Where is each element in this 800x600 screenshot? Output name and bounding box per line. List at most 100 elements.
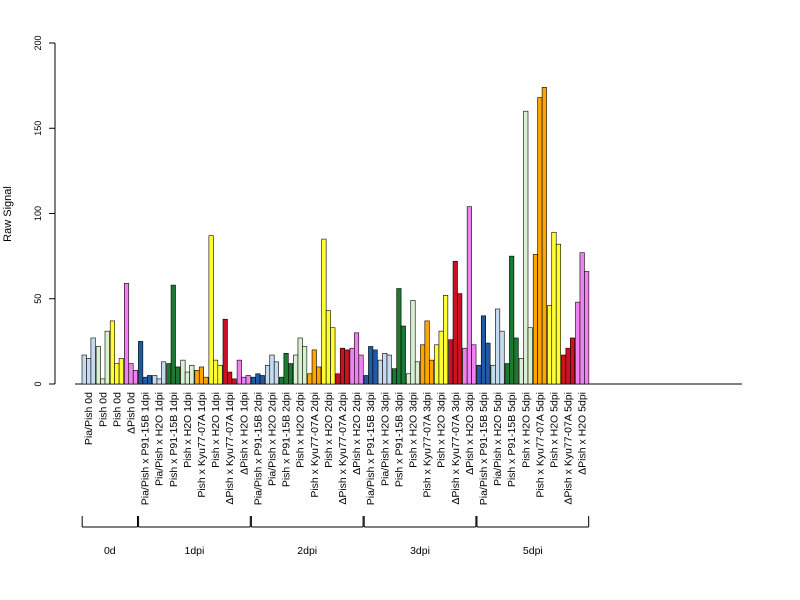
category-label: ΔPish x H2O 5dpi: [577, 392, 589, 475]
bar: [283, 353, 289, 385]
category-label: Pia/Pish x H2O 3dpi: [379, 392, 391, 486]
category-label: ΔPish x Kyu77-07A 5dpi: [563, 392, 575, 505]
bar: [546, 305, 553, 385]
bar: [434, 344, 440, 385]
bar: [438, 330, 444, 385]
category-label: ΔPish x H2O 2dpi: [351, 392, 363, 475]
bar: [424, 320, 430, 385]
y-tick-label: 50: [33, 294, 43, 304]
bar: [363, 375, 369, 385]
bar: [100, 378, 106, 385]
bar: [245, 375, 251, 385]
category-label: Pish x H2O 3dpi: [436, 392, 448, 468]
bar: [443, 295, 449, 385]
bar: [476, 364, 482, 385]
bar: [555, 243, 561, 385]
bar: [156, 378, 162, 385]
bar: [523, 110, 529, 385]
bar: [227, 371, 233, 385]
bar: [509, 255, 515, 385]
group-label: 1dpi: [184, 545, 204, 557]
bar: [213, 359, 219, 385]
bar: [175, 366, 181, 385]
bar: [513, 337, 519, 385]
category-label: ΔPish x H2O 3dpi: [464, 392, 476, 475]
bar: [90, 337, 96, 385]
bar: [541, 87, 547, 385]
bar: [203, 376, 209, 385]
bar: [368, 346, 374, 385]
bar: [264, 364, 271, 385]
bar: [250, 376, 256, 385]
bar: [273, 361, 279, 385]
bar: [166, 363, 172, 385]
bar: [537, 97, 543, 385]
category-label: Pia/Pish x P91-15B 1dpi: [140, 392, 152, 505]
bar: [584, 271, 590, 385]
bar: [452, 260, 458, 385]
bar: [490, 364, 496, 385]
bar: [462, 347, 468, 385]
y-tick-label: 100: [33, 206, 43, 221]
bar: [410, 300, 416, 385]
bar: [382, 353, 388, 385]
bar: [372, 349, 378, 385]
category-label: Pish x Kyu77-07A 3dpi: [422, 392, 434, 498]
bar: [255, 373, 261, 385]
bar: [287, 363, 294, 385]
bar: [330, 327, 336, 385]
category-label: ΔPish x Kyu77-07A 2dpi: [337, 392, 349, 505]
bar: [480, 315, 486, 385]
bar: [414, 361, 420, 385]
bar: [377, 359, 383, 385]
group-label: 3dpi: [410, 545, 430, 557]
bar: [495, 308, 501, 385]
category-label: Pia/Pish x H2O 1dpi: [154, 392, 166, 486]
bar: [527, 327, 533, 385]
category-label: Pia/Pish x H2O 2dpi: [266, 392, 278, 486]
group-brackets: 0d 1dpi 2dpi 3dpi 5dpi: [81, 516, 590, 557]
bar: [241, 376, 247, 385]
category-label: Pish x P91-15B 1dpi: [168, 392, 180, 487]
bar: [396, 288, 402, 385]
category-label: Pia/Pish x P91-15B 3dpi: [365, 392, 377, 505]
bar: [551, 231, 557, 385]
bar: [132, 370, 138, 385]
bar: [147, 375, 153, 385]
bar: [354, 332, 360, 385]
bar: [504, 363, 510, 385]
bar: [180, 359, 186, 385]
bar: [335, 373, 341, 385]
y-axis-title: Raw Signal: [2, 186, 14, 242]
category-label: Pish x H2O 3dpi: [407, 392, 419, 468]
category-label: Pish x Kyu77-07A 2dpi: [309, 392, 321, 498]
bar: [81, 354, 87, 385]
bar: [259, 375, 265, 385]
bar: [118, 358, 124, 385]
category-label: ΔPish x H2O 1dpi: [238, 392, 250, 475]
bar: [189, 364, 195, 385]
category-label: Pish x Kyu77-07A 1dpi: [196, 392, 208, 498]
y-tick-label: 200: [33, 35, 43, 50]
bar: [391, 368, 397, 385]
bar: [128, 363, 134, 385]
bar: [194, 370, 200, 385]
bar: [358, 354, 364, 385]
bar: [293, 354, 299, 385]
bar: [339, 347, 345, 385]
group-label: 5dpi: [523, 545, 543, 557]
bar: [466, 206, 472, 385]
bars: [81, 87, 590, 385]
bar: [231, 378, 237, 385]
category-label: Pish x H2O 5dpi: [548, 392, 560, 468]
category-label: Pish 0d: [111, 392, 123, 427]
bar: [386, 354, 392, 385]
bar: [114, 363, 120, 385]
bar: [138, 341, 144, 385]
bar: [471, 344, 477, 385]
category-label: Pish 0d: [97, 392, 109, 427]
bar: [142, 376, 148, 385]
bar: [307, 373, 313, 385]
bar: [565, 347, 571, 385]
